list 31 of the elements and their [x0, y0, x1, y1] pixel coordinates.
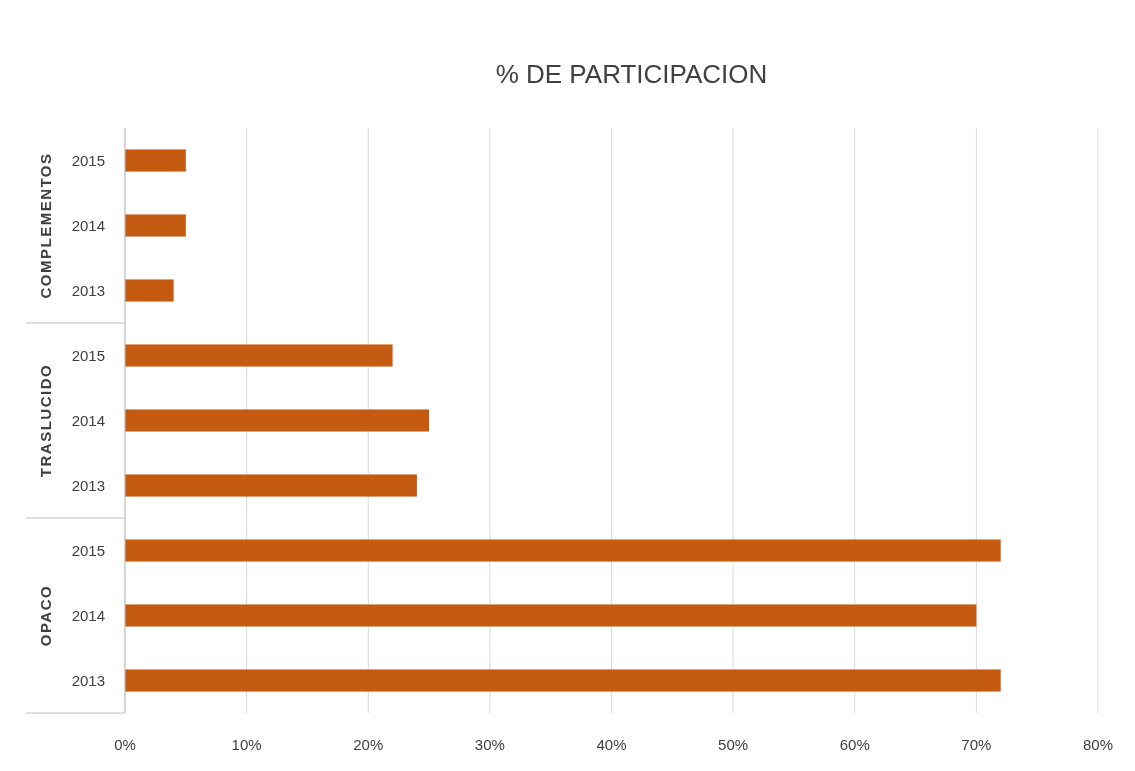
- x-tick-label: 40%: [596, 736, 627, 753]
- x-tick-label: 80%: [1082, 736, 1114, 753]
- bar: [125, 604, 977, 627]
- y-tick-label: 2014: [71, 216, 105, 234]
- text: TRASLUCIDO: [37, 363, 55, 478]
- bar: [125, 409, 430, 432]
- bar: [125, 669, 1001, 692]
- x-tick-label: 50%: [718, 736, 749, 753]
- bar: [125, 474, 417, 497]
- x-tick-label: 0%: [114, 736, 136, 753]
- x-tick-label: 30%: [474, 736, 505, 753]
- chart-title: % DE PARTICIPACION: [495, 59, 768, 89]
- x-tick-label: 20%: [353, 736, 384, 753]
- x-tick-label: 60%: [839, 736, 870, 753]
- bar: [125, 149, 186, 172]
- x-tick-label: 10%: [231, 736, 262, 753]
- text: OPACO: [37, 584, 55, 647]
- bar: [125, 214, 186, 237]
- x-tick-label: 70%: [961, 736, 992, 753]
- bar: [125, 539, 1001, 562]
- y-tick-label: 2015: [71, 541, 105, 559]
- y-tick-label: 2013: [71, 476, 105, 494]
- bar: [125, 344, 393, 367]
- y-tick-label: 2015: [71, 151, 105, 169]
- bar: [125, 279, 174, 302]
- y-tick-label: 2013: [71, 671, 105, 689]
- y-tick-label: 2013: [71, 281, 105, 299]
- y-tick-label: 2014: [71, 411, 105, 429]
- y-tick-label: 2014: [71, 606, 105, 624]
- y-tick-label: 2015: [71, 346, 105, 364]
- text: COMPLEMENTOS: [37, 152, 55, 299]
